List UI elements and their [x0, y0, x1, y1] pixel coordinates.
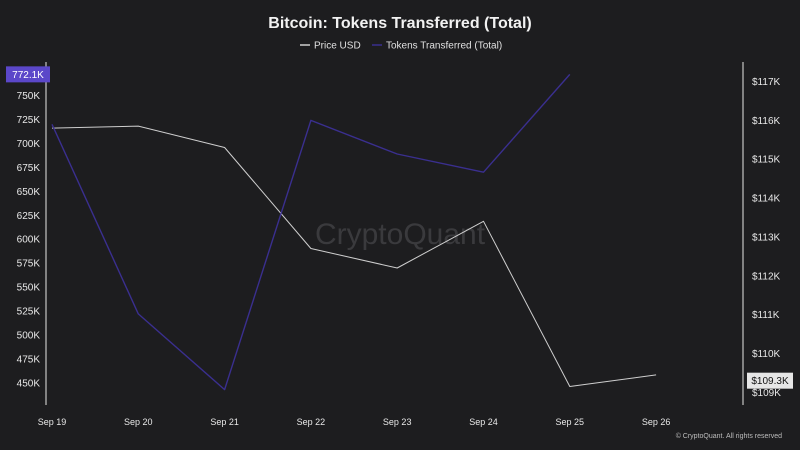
left-last-value-badge	[6, 66, 50, 83]
left-tick-label: 575K	[17, 259, 41, 270]
left-tick-label: 675K	[17, 163, 41, 174]
right-tick-label: $110K	[752, 349, 781, 360]
left-tick-label: 725K	[17, 115, 41, 126]
series-line-tokens-transferred-total	[51, 73, 571, 391]
left-tick-label: 650K	[17, 187, 41, 198]
x-axis: Sep 19 Sep 20 Sep 21 Sep 22 Sep 23 Sep 24 Sep …	[38, 417, 671, 427]
right-tick-label: $115K	[752, 155, 781, 166]
x-tick-label: Sep 20	[124, 417, 153, 427]
left-tick-label: 475K	[17, 354, 41, 365]
x-tick-label: Sep 24	[469, 417, 498, 427]
chart-title: Bitcoin: Tokens Transferred (Total)	[268, 15, 531, 32]
series-line-price-usd	[51, 125, 657, 387]
x-tick-label: Sep 21	[210, 417, 239, 427]
legend-label-1: Tokens Transferred (Total)	[386, 41, 502, 52]
last-value-badges: 772.1K $109.3K	[6, 66, 793, 389]
x-tick-label: Sep 25	[556, 417, 585, 427]
right-last-value-badge	[747, 372, 793, 389]
left-tick-label: 550K	[17, 283, 41, 294]
x-tick-label: Sep 22	[297, 417, 326, 427]
watermark: CryptoQuant	[315, 218, 486, 251]
left-tick-label: 600K	[17, 235, 41, 246]
x-tick-label: Sep 19	[38, 417, 67, 427]
right-tick-label: $109K	[752, 388, 781, 399]
x-tick-label: Sep 23	[383, 417, 412, 427]
left-tick-label: 450K	[17, 378, 41, 389]
right-tick-label: $117K	[752, 77, 781, 88]
right-tick-label: $114K	[752, 194, 781, 205]
left-tick-label: 625K	[17, 211, 41, 222]
copyright-footer: © CryptoQuant. All rights reserved	[676, 432, 782, 440]
right-tick-label: $116K	[752, 116, 781, 127]
right-tick-label: $113K	[752, 232, 781, 243]
left-tick-label: 525K	[17, 307, 41, 318]
left-last-value-label: 772.1K	[12, 70, 44, 81]
right-last-value-label: $109.3K	[751, 376, 789, 387]
legend: Price USD Tokens Transferred (Total)	[300, 41, 502, 52]
right-tick-label: $112K	[752, 271, 781, 282]
x-tick-label: Sep 26	[642, 417, 671, 427]
left-tick-label: 750K	[17, 91, 41, 102]
left-tick-label: 700K	[17, 139, 41, 150]
right-tick-label: $111K	[752, 310, 780, 321]
left-tick-label: 500K	[17, 331, 41, 342]
left-axis: 450K 475K 500K 525K 550K 575K 600K 625K 650K 675K…	[17, 62, 47, 405]
series-layer	[51, 73, 657, 391]
legend-label-0: Price USD	[314, 41, 361, 52]
right-axis: $109K $110K $111K $112K $113K $114K $115K $116K…	[742, 62, 781, 405]
